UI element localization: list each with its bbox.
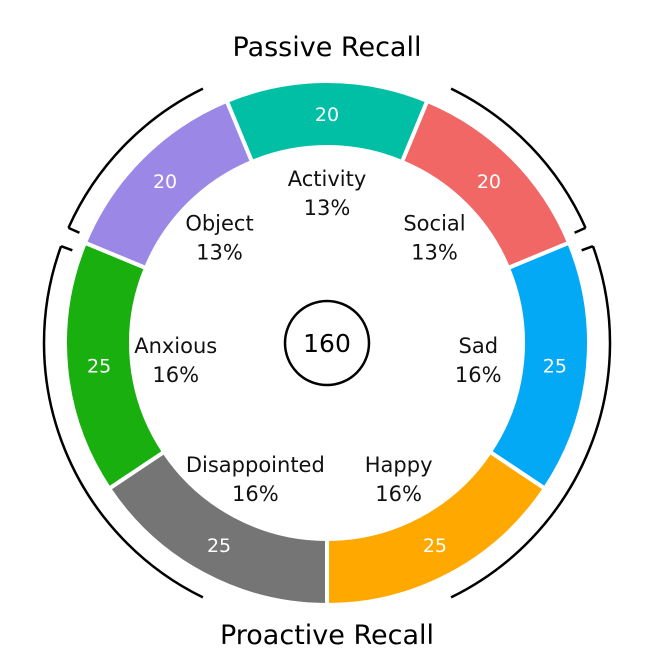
value-labels: 20 20 25 25 25 25 20 [87,104,567,557]
slice-anxious [63,240,167,492]
slice-sad [487,240,591,492]
slice-object [82,98,255,271]
proactive-recall-bracket-tick-left [60,245,73,252]
category-labels: Activity 13% Social 13% Sad 16% Happy 16% Disapp… [134,167,501,506]
category-label-anxious: Anxious [134,334,217,358]
group-title-proactive-recall: Proactive Recall [220,620,434,651]
value-label-object: 20 [153,171,177,193]
value-label-happy: 25 [423,535,447,557]
percent-label-sad: 16% [455,363,502,387]
group-brackets [42,87,612,599]
value-label-disappointed: 25 [207,535,231,557]
passive-recall-bracket-tick-left [67,226,80,234]
percent-label-activity: 13% [304,196,351,220]
passive-recall-bracket-right [450,87,587,229]
total-label: 160 [303,329,351,358]
center-circle [283,299,371,387]
percent-label-disappointed: 16% [232,482,279,506]
category-label-activity: Activity [288,167,367,191]
value-label-activity: 20 [315,104,339,126]
value-label-social: 20 [477,171,501,193]
category-label-object: Object [185,212,253,236]
percent-label-social: 13% [411,241,458,265]
passive-recall-bracket-left [67,87,204,229]
percent-label-happy: 16% [375,482,422,506]
passive-recall-bracket-tick-right [574,226,587,234]
proactive-recall-bracket-left [42,245,204,599]
proactive-recall-bracket-tick-right [581,245,594,252]
donut-slices [63,79,591,608]
proactive-recall-bracket-right [450,245,612,599]
category-label-disappointed: Disappointed [186,453,325,477]
slice-happy [325,449,548,608]
percent-label-object: 13% [196,241,243,265]
category-label-social: Social [403,212,465,236]
value-label-anxious: 25 [87,355,111,377]
group-title-passive-recall: Passive Recall [233,32,422,63]
value-label-sad: 25 [543,355,567,377]
category-label-happy: Happy [365,453,433,477]
category-label-sad: Sad [459,334,499,358]
percent-label-anxious: 16% [152,363,199,387]
